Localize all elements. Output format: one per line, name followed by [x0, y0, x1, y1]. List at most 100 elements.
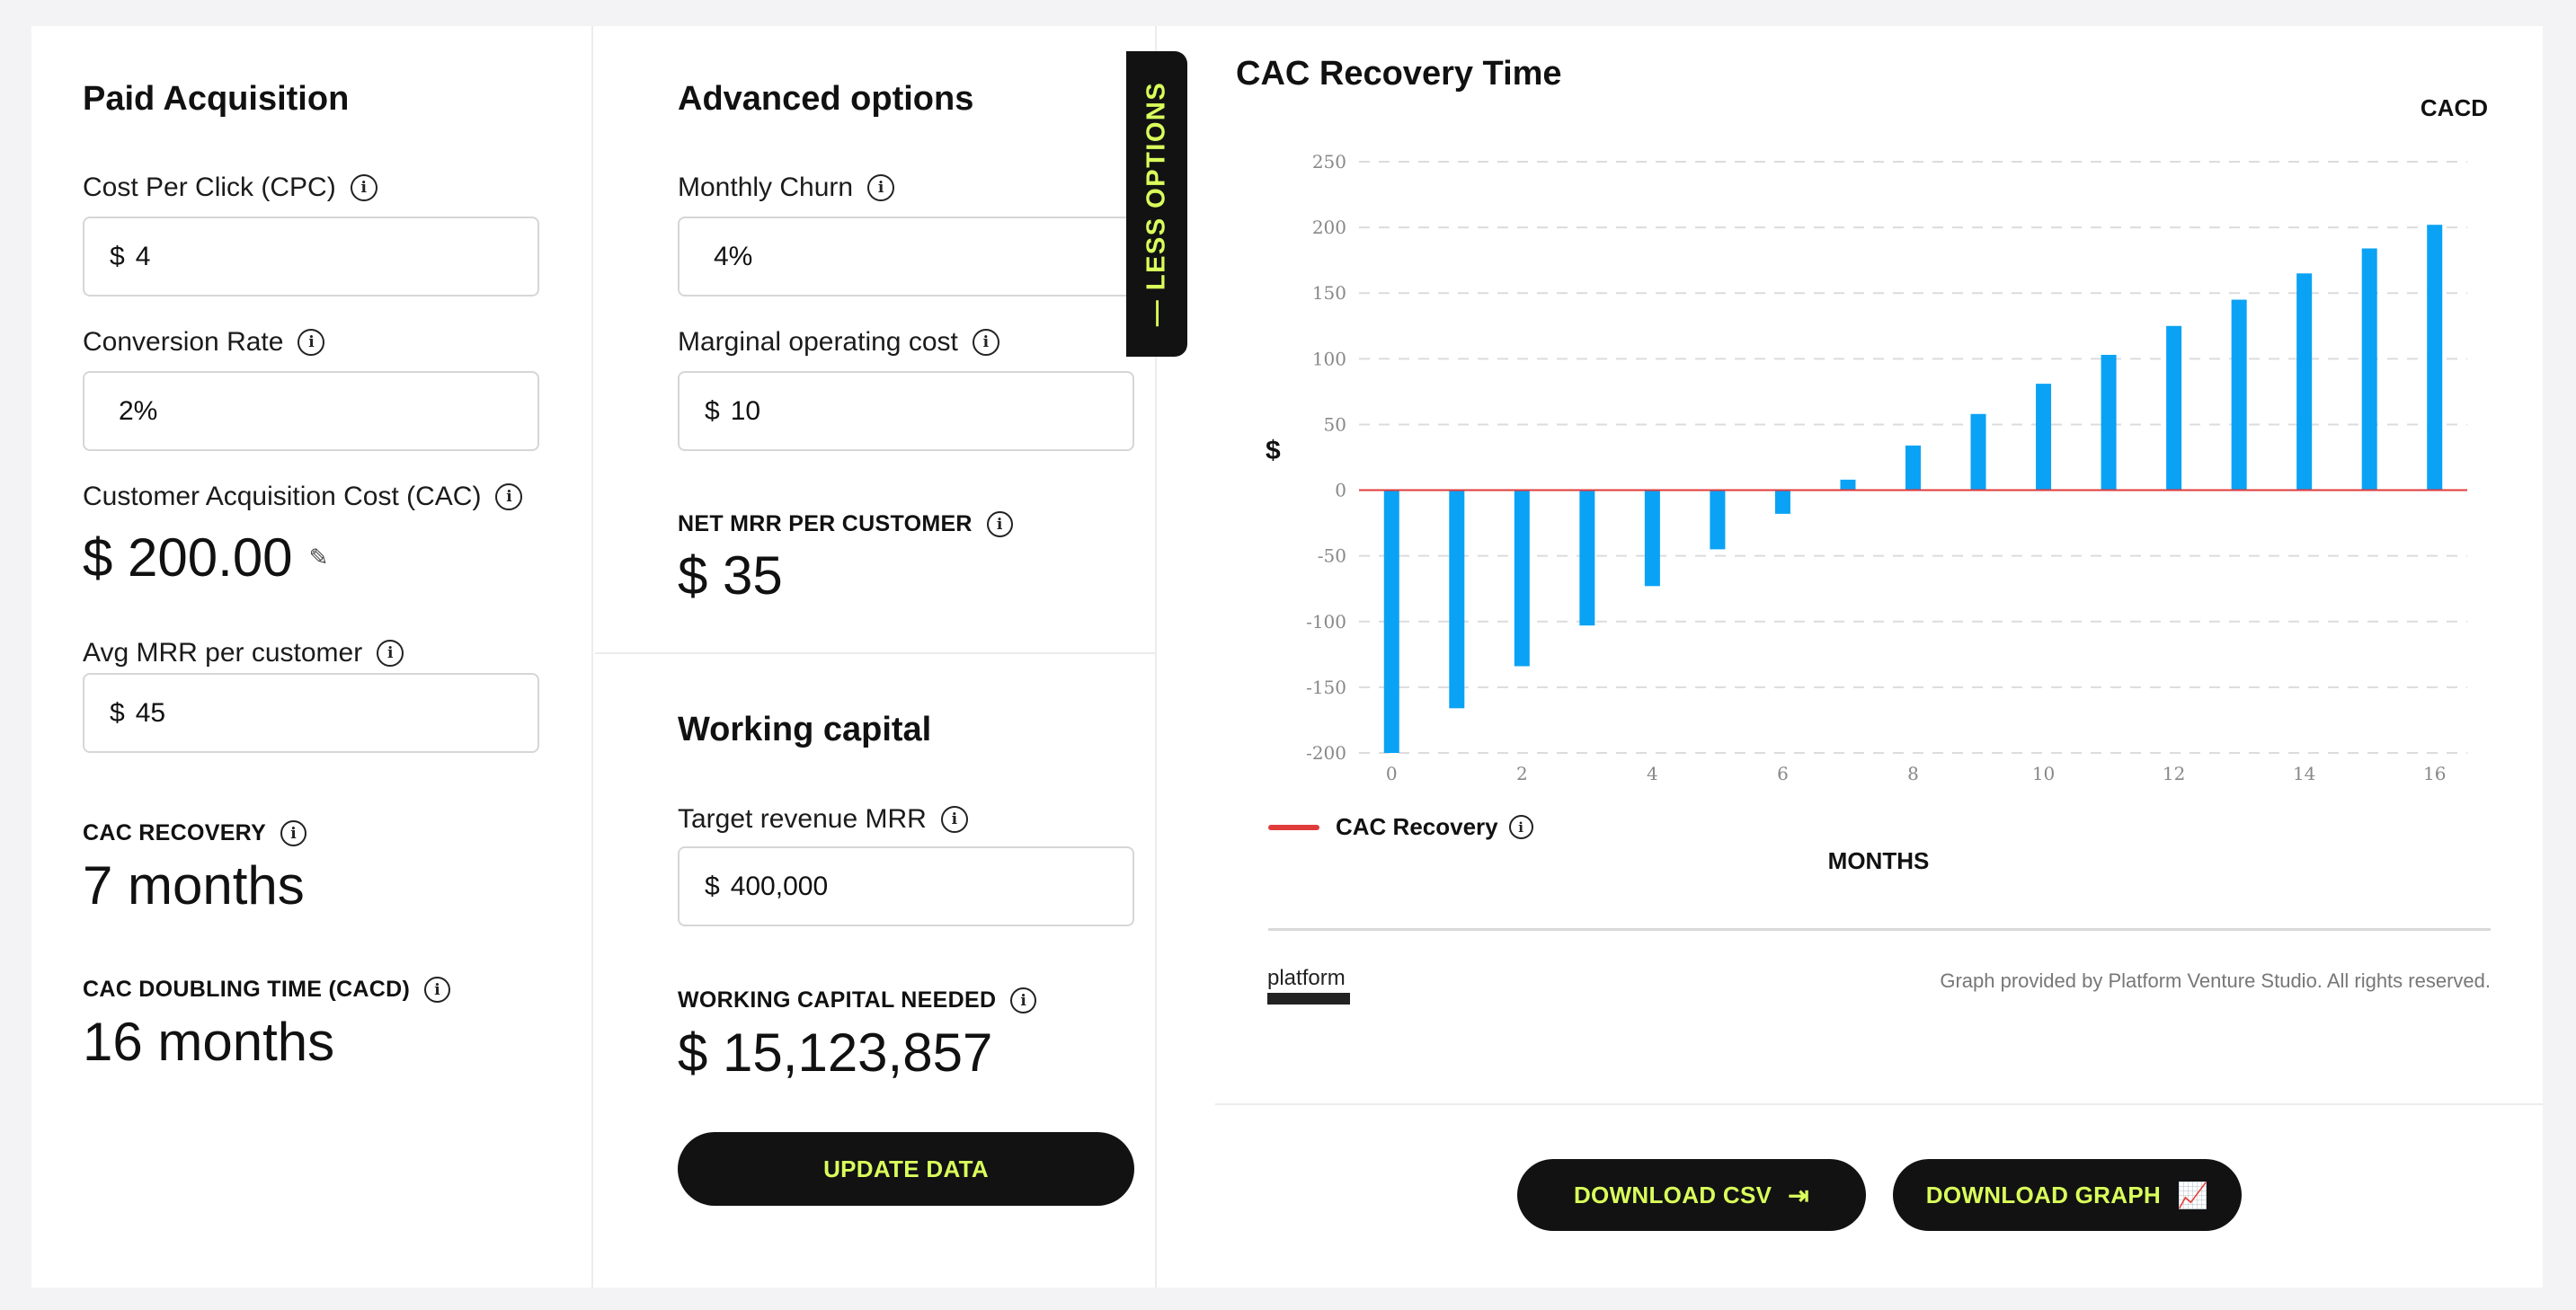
churn-label-text: Monthly Churn	[678, 173, 854, 202]
y-tick-label: 100	[1312, 348, 1346, 369]
info-icon[interactable]: i	[298, 329, 325, 356]
cpc-value: 4	[135, 241, 151, 271]
bar	[2036, 384, 2052, 491]
y-tick-label: -200	[1306, 742, 1346, 764]
conversion-value: 2%	[119, 395, 158, 426]
x-tick-label: 6	[1777, 763, 1789, 784]
info-icon[interactable]: i	[495, 483, 523, 510]
bars	[1383, 225, 2443, 753]
info-icon[interactable]: i	[1508, 815, 1533, 839]
chart-title: CAC Recovery Time	[1236, 55, 1562, 93]
x-tick-label: 8	[1907, 763, 1919, 784]
mrr-label: Avg MRR per customer i	[83, 638, 404, 668]
working-capital-needed-value: $ 15,123,857	[678, 1022, 993, 1083]
update-data-button[interactable]: UPDATE DATA	[678, 1132, 1134, 1206]
working-capital-needed-label-text: WORKING CAPITAL NEEDED	[678, 987, 997, 1013]
working-capital-title: Working capital	[678, 711, 932, 748]
bar	[2101, 354, 2117, 491]
x-axis-label: MONTHS	[1827, 847, 1930, 874]
target-mrr-label-text: Target revenue MRR	[678, 804, 927, 834]
conversion-label: Conversion Rate i	[83, 327, 325, 358]
y-tick-label: 0	[1335, 480, 1346, 501]
grid	[1359, 161, 2467, 754]
cpc-label: Cost Per Click (CPC) i	[83, 173, 378, 203]
info-icon[interactable]: i	[424, 977, 451, 1003]
bar	[1383, 490, 1399, 753]
mrr-label-text: Avg MRR per customer	[83, 638, 363, 668]
bar	[1644, 490, 1660, 587]
info-icon[interactable]: i	[350, 174, 378, 201]
working-capital-needed-label: WORKING CAPITAL NEEDED i	[678, 987, 1037, 1013]
bar	[2427, 225, 2443, 491]
section-divider	[595, 652, 1155, 654]
cac-label-text: Customer Acquisition Cost (CAC)	[83, 482, 482, 511]
cacd-value: 16 months	[83, 1012, 335, 1072]
legend-swatch	[1268, 824, 1319, 830]
opcost-input[interactable]: $ 10	[678, 371, 1134, 451]
y-tick-label: 50	[1324, 413, 1346, 435]
download-graph-button[interactable]: DOWNLOAD GRAPH 📈	[1893, 1159, 2242, 1231]
bar	[1970, 413, 1986, 491]
download-csv-button[interactable]: DOWNLOAD CSV ⇥	[1517, 1159, 1866, 1231]
bar	[2296, 273, 2313, 491]
paid-acquisition-title: Paid Acquisition	[83, 80, 350, 118]
chart-credit: Graph provided by Platform Venture Studi…	[1940, 969, 2491, 992]
target-mrr-input[interactable]: $ 400,000	[678, 846, 1134, 926]
conversion-input[interactable]: 2%	[83, 371, 539, 451]
info-icon[interactable]: i	[940, 806, 968, 833]
cac-recovery-label-text: CAC RECOVERY	[83, 820, 267, 845]
currency-symbol: $	[110, 697, 125, 728]
churn-label: Monthly Churn i	[678, 173, 895, 203]
bar	[1449, 490, 1465, 709]
platform-logo: platform	[1267, 966, 1350, 1005]
target-mrr-label: Target revenue MRR i	[678, 804, 968, 835]
cacd-tag: CACD	[2420, 94, 2488, 121]
edit-icon[interactable]: ✎	[308, 544, 329, 571]
info-icon[interactable]: i	[972, 329, 999, 356]
cac-value-text: $ 200.00	[83, 527, 293, 588]
y-ticks: -200 -150 -100 -50 0 50 100 150 200 250	[1306, 151, 1346, 764]
info-icon[interactable]: i	[377, 640, 404, 667]
info-icon[interactable]: i	[1010, 987, 1037, 1013]
info-icon[interactable]: i	[867, 174, 895, 201]
info-icon[interactable]: i	[280, 820, 307, 846]
info-icon[interactable]: i	[986, 511, 1013, 537]
mrr-input[interactable]: $ 45	[83, 673, 539, 753]
cac-recovery-chart: -200 -150 -100 -50 0 50 100 150 200 250 0 2 4 6 8 10 12…	[1306, 151, 2467, 784]
opcost-label-text: Marginal operating cost	[678, 327, 958, 357]
opcost-value: 10	[730, 395, 761, 426]
cacd-label-text: CAC DOUBLING TIME (CACD)	[83, 977, 411, 1002]
calculator-card: Paid Acquisition Cost Per Click (CPC) i …	[31, 26, 2543, 1288]
logo-bar	[1267, 993, 1350, 1005]
logo-text: platform	[1267, 966, 1346, 990]
cac-recovery-label: CAC RECOVERY i	[83, 820, 307, 846]
file-export-icon: ⇥	[1788, 1181, 1810, 1209]
chart-divider	[1268, 928, 2491, 931]
y-tick-label: -150	[1306, 677, 1346, 698]
opcost-label: Marginal operating cost i	[678, 327, 999, 358]
x-tick-label: 12	[2163, 763, 2185, 784]
bar	[2361, 248, 2377, 491]
bar	[1579, 490, 1595, 626]
less-options-tab[interactable]: — LESS OPTIONS	[1126, 51, 1187, 357]
bar	[1840, 479, 1856, 491]
y-tick-label: 250	[1312, 151, 1346, 173]
download-csv-label: DOWNLOAD CSV	[1573, 1181, 1772, 1208]
net-mrr-label-text: NET MRR PER CUSTOMER	[678, 511, 973, 536]
x-tick-label: 2	[1516, 763, 1528, 784]
net-mrr-value: $ 35	[678, 545, 783, 606]
bar	[2231, 299, 2247, 491]
net-mrr-label: NET MRR PER CUSTOMER i	[678, 511, 1013, 537]
conversion-label-text: Conversion Rate	[83, 327, 284, 357]
y-tick-label: 150	[1312, 282, 1346, 304]
advanced-options-title: Advanced options	[678, 80, 974, 118]
footer-divider	[1215, 1103, 2543, 1105]
bar	[1905, 445, 1921, 491]
x-tick-label: 4	[1647, 763, 1658, 784]
target-mrr-value: 400,000	[730, 871, 829, 901]
cpc-label-text: Cost Per Click (CPC)	[83, 173, 336, 202]
cac-recovery-value: 7 months	[83, 855, 305, 916]
mrr-value: 45	[135, 697, 166, 728]
churn-input[interactable]: 4%	[678, 217, 1134, 297]
cpc-input[interactable]: $ 4	[83, 217, 539, 297]
